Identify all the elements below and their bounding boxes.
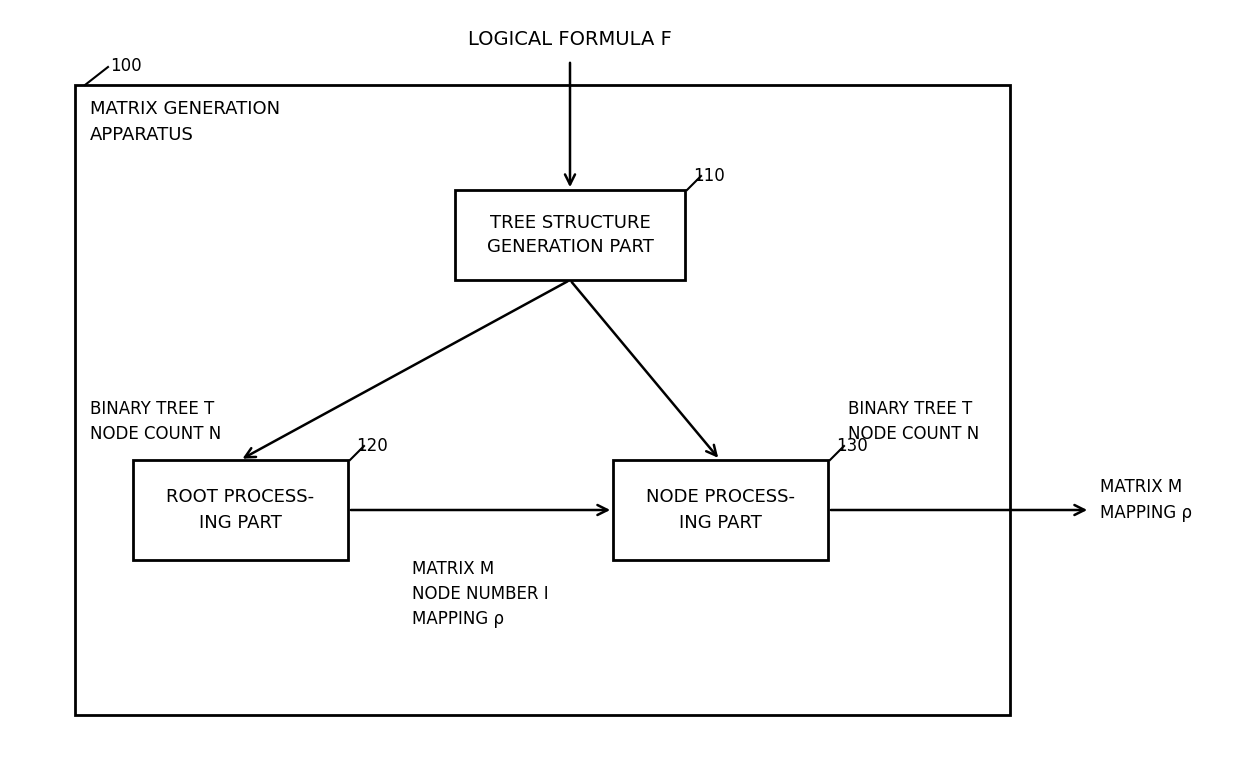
Text: MATRIX GENERATION
APPARATUS: MATRIX GENERATION APPARATUS — [91, 100, 280, 144]
Text: 130: 130 — [836, 437, 868, 455]
Text: BINARY TREE T
NODE COUNT N: BINARY TREE T NODE COUNT N — [848, 400, 980, 443]
Text: ROOT PROCESS-
ING PART: ROOT PROCESS- ING PART — [166, 489, 314, 532]
Bar — [74, 85, 1011, 715]
Text: 120: 120 — [356, 437, 388, 455]
Bar — [613, 460, 828, 560]
Text: MATRIX M
NODE NUMBER I
MAPPING ρ: MATRIX M NODE NUMBER I MAPPING ρ — [412, 560, 548, 628]
Text: 100: 100 — [110, 57, 141, 75]
Text: NODE PROCESS-
ING PART: NODE PROCESS- ING PART — [646, 489, 795, 532]
Text: LOGICAL FORMULA F: LOGICAL FORMULA F — [467, 30, 672, 49]
Bar — [455, 190, 684, 280]
Text: MATRIX M
MAPPING ρ: MATRIX M MAPPING ρ — [1100, 479, 1192, 522]
Text: TREE STRUCTURE
GENERATION PART: TREE STRUCTURE GENERATION PART — [486, 213, 653, 256]
Bar — [133, 460, 348, 560]
Text: 110: 110 — [693, 167, 724, 185]
Text: BINARY TREE T
NODE COUNT N: BINARY TREE T NODE COUNT N — [91, 400, 221, 443]
